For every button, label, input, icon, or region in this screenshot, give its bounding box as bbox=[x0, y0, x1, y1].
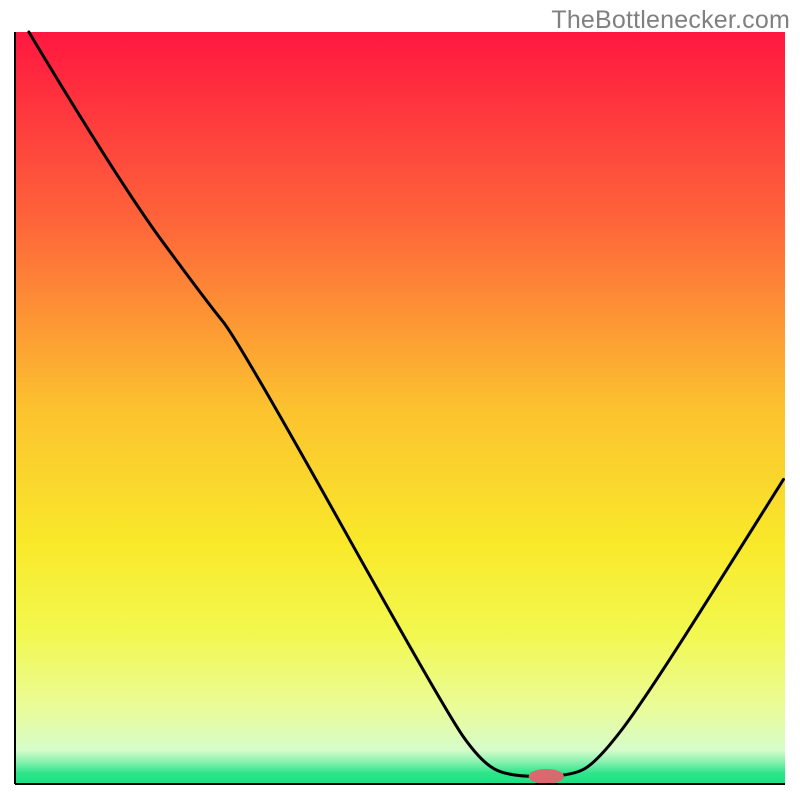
optimal-marker bbox=[529, 769, 564, 784]
watermark-text: TheBottlenecker.com bbox=[551, 6, 790, 35]
chart-svg bbox=[0, 0, 800, 800]
plot-background bbox=[15, 32, 785, 784]
bottleneck-chart: TheBottlenecker.com bbox=[0, 0, 800, 800]
